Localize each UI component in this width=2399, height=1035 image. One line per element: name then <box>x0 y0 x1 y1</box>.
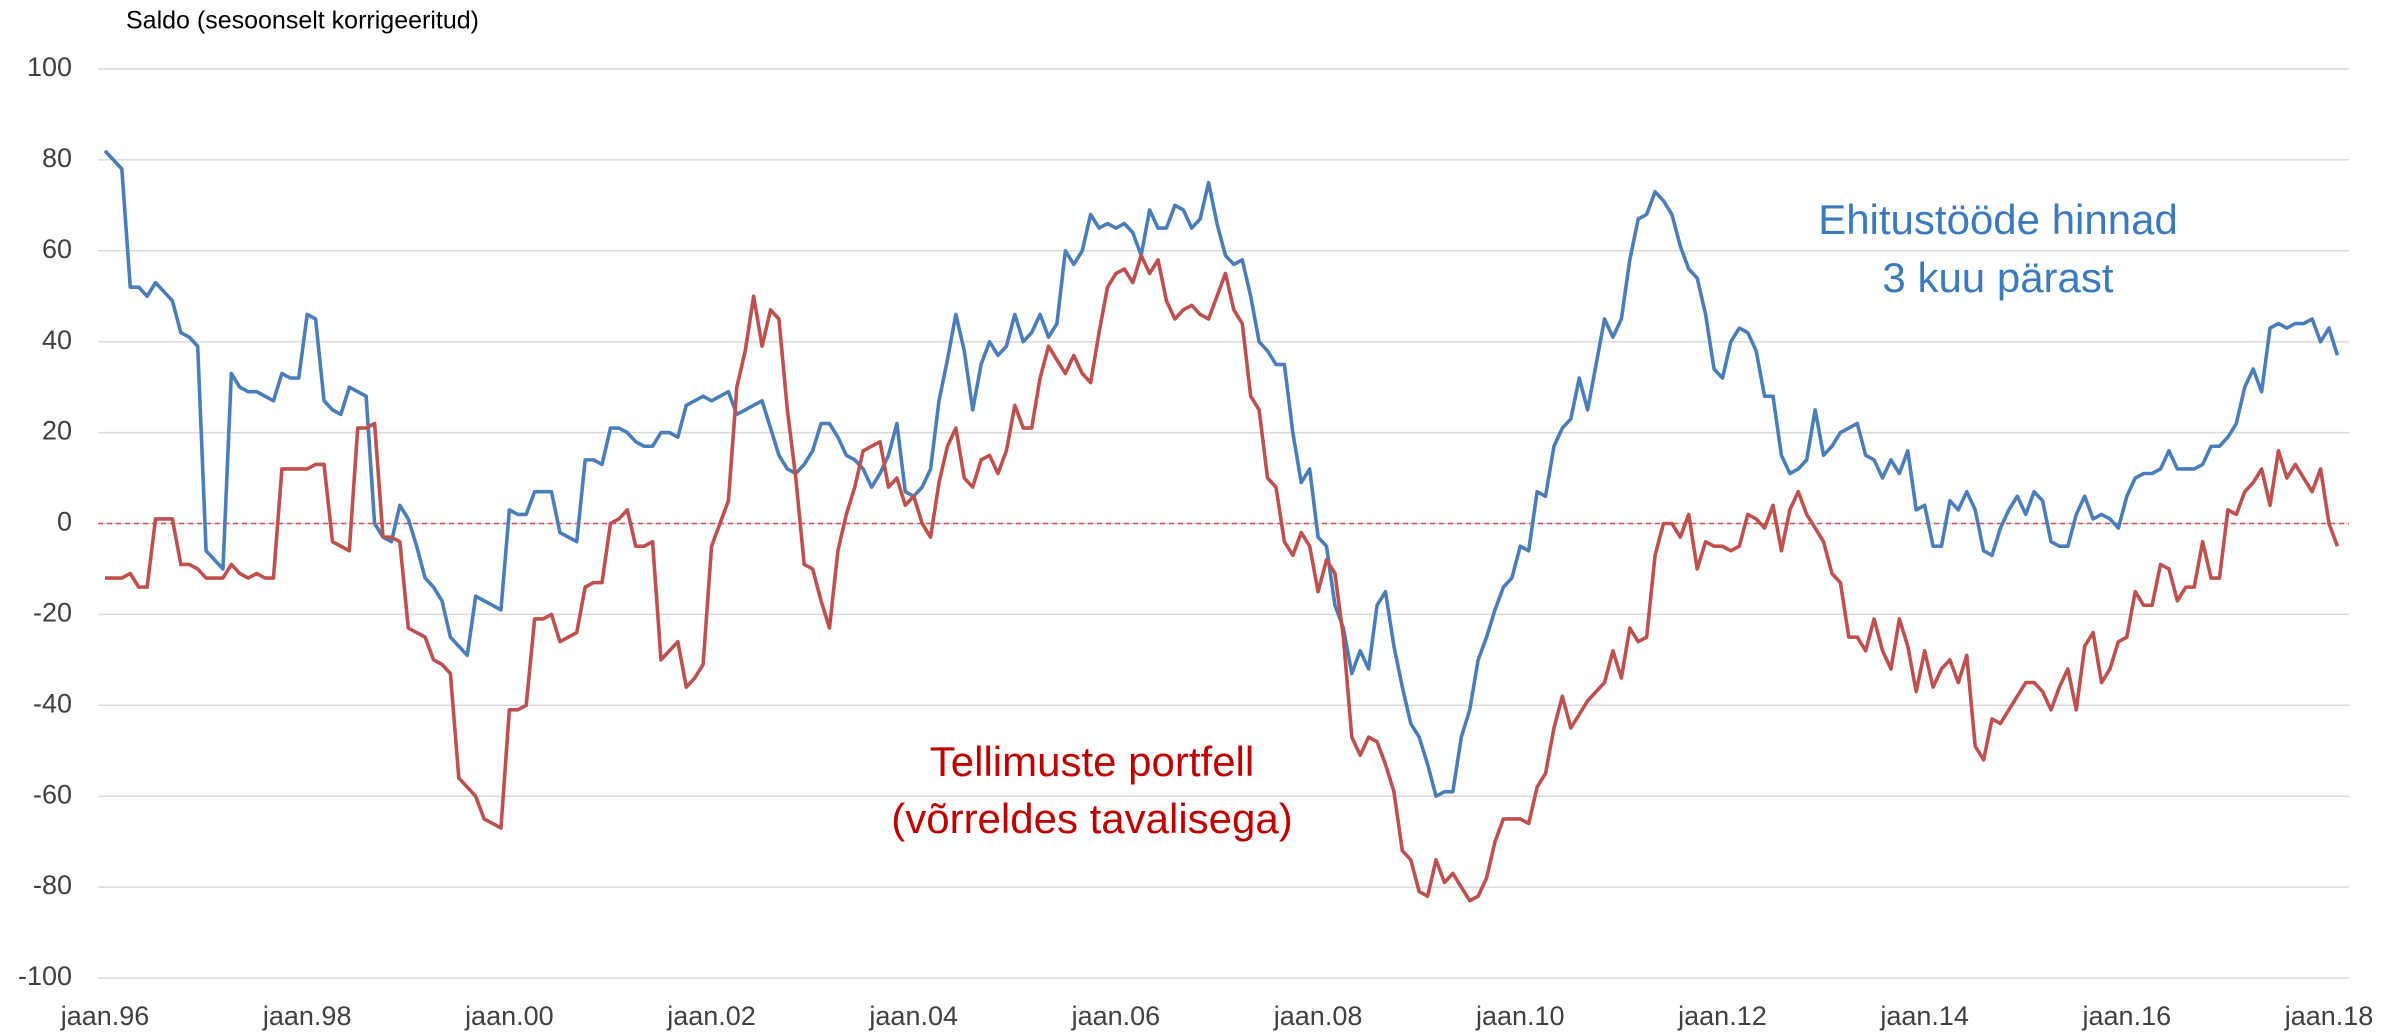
x-tick-label: jaan.02 <box>666 1001 756 1031</box>
y-tick-label: 0 <box>57 507 72 537</box>
x-tick-label: jaan.00 <box>464 1001 554 1031</box>
x-tick-label: jaan.18 <box>2284 1001 2374 1031</box>
annotation: Ehitustööde hinnad <box>1818 196 2178 243</box>
x-tick-label: jaan.06 <box>1071 1001 1161 1031</box>
y-tick-label: 40 <box>42 325 72 355</box>
annotation: (võrreldes tavalisega) <box>891 795 1293 842</box>
x-tick-label: jaan.16 <box>2082 1001 2172 1031</box>
y-tick-label: 100 <box>27 52 72 82</box>
series-line <box>103 149 2340 798</box>
y-tick-label: -20 <box>33 598 72 628</box>
x-tick-label: jaan.14 <box>1879 1001 1969 1031</box>
y-tick-label: -80 <box>33 870 72 900</box>
y-tick-label: 20 <box>42 416 72 446</box>
y-tick-label: -100 <box>18 961 72 991</box>
x-tick-label: jaan.96 <box>60 1001 150 1031</box>
x-tick-label: jaan.98 <box>262 1001 352 1031</box>
x-tick-label: jaan.10 <box>1475 1001 1565 1031</box>
y-tick-label: -40 <box>33 688 72 718</box>
y-tick-label: -60 <box>33 779 72 809</box>
y-axis-label: Saldo (sesoonselt korrigeeritud) <box>126 7 479 35</box>
x-tick-label: jaan.12 <box>1677 1001 1767 1031</box>
y-tick-label: 80 <box>42 143 72 173</box>
x-tick-label: jaan.08 <box>1273 1001 1363 1031</box>
series-line <box>105 253 2340 903</box>
y-tick-label: 60 <box>42 234 72 264</box>
annotation: Tellimuste portfell <box>930 738 1254 785</box>
annotation: 3 kuu pärast <box>1882 254 2113 301</box>
x-tick-label: jaan.04 <box>868 1001 958 1031</box>
